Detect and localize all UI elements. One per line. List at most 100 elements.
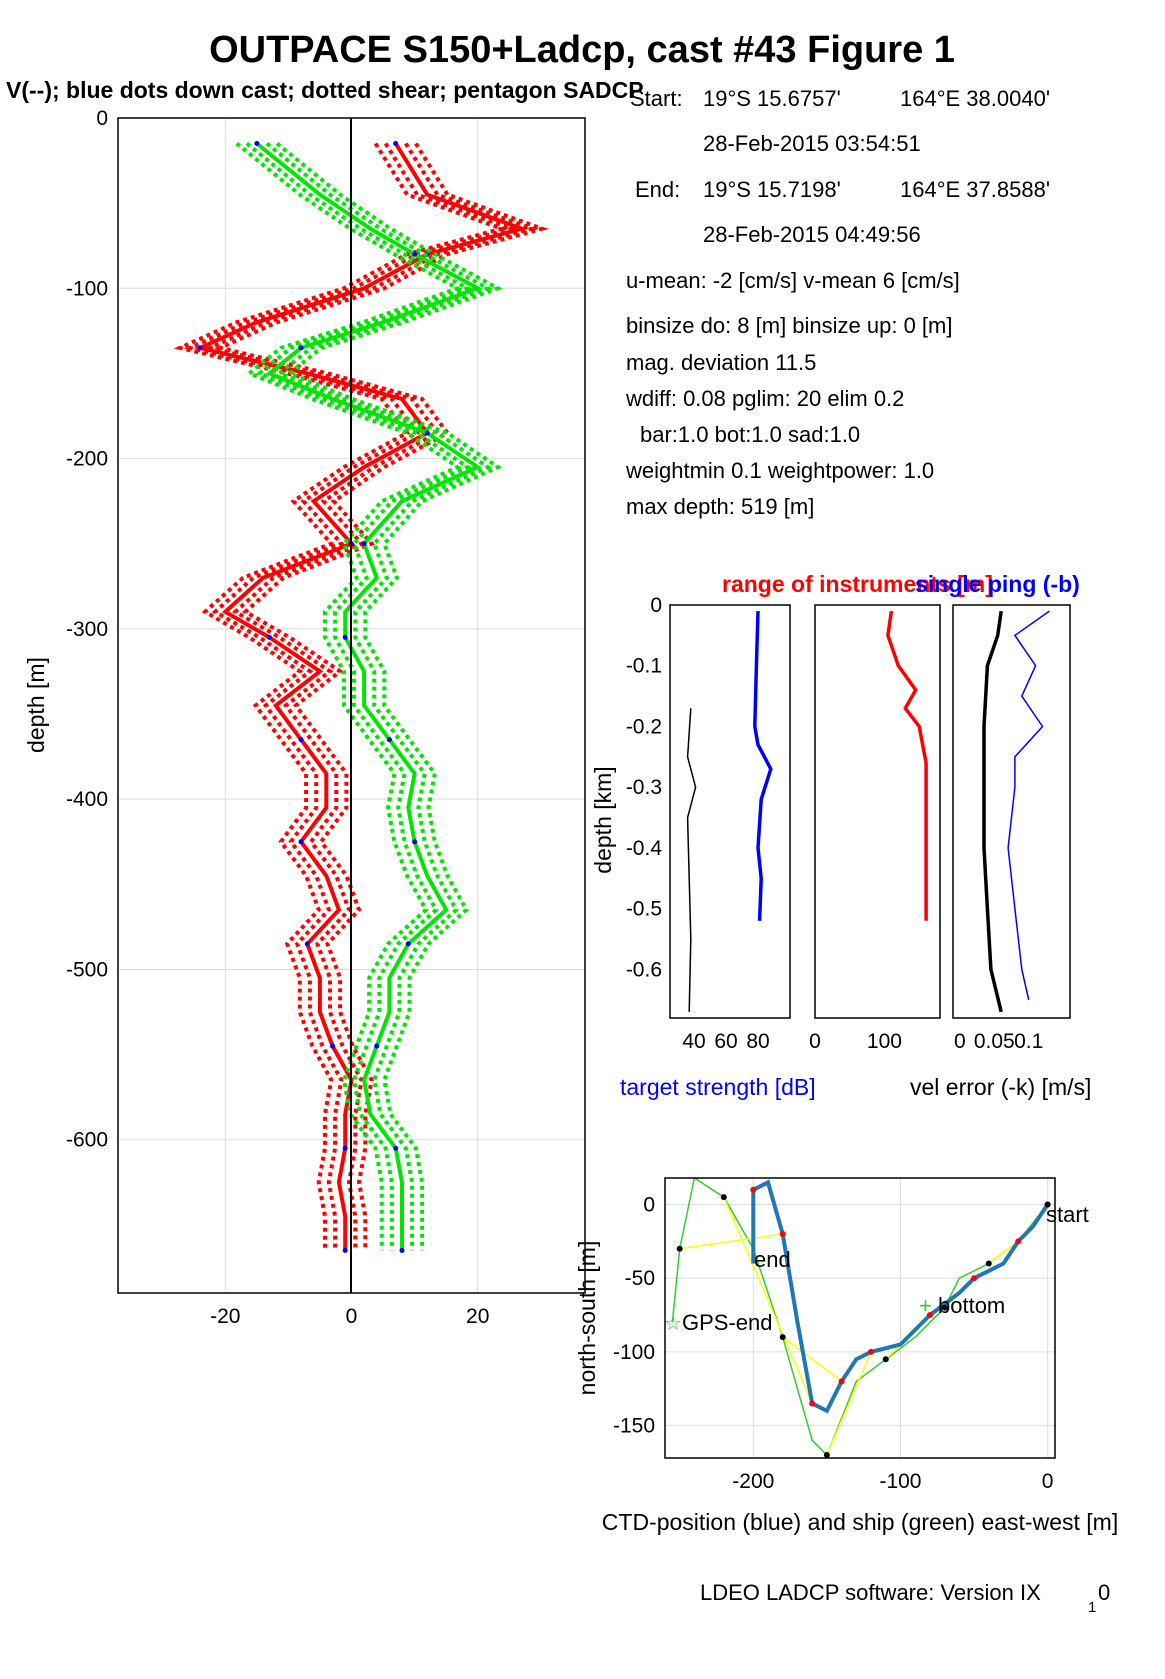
panel-xtick: 0 (809, 1030, 821, 1053)
velocity-downcast-dot (304, 941, 310, 947)
velocity-downcast-dot (412, 251, 418, 257)
panel-xtick: 80 (746, 1030, 769, 1053)
velocity-downcast-dot (342, 634, 348, 640)
velocity-downcast-dot (197, 345, 203, 351)
ship-point (720, 1194, 727, 1201)
footer: LDEO LADCP software: Version IX 1 0 (700, 1580, 1110, 1616)
velocity-ytick: -500 (66, 958, 108, 981)
label-end: end (754, 1247, 791, 1272)
weight: weightmin 0.1 weightpower: 1.0 (625, 458, 934, 483)
footer-tail: 0 (1098, 1580, 1110, 1605)
depth-km-tick: -0.3 (626, 776, 662, 799)
panel-xtick: 100 (867, 1030, 902, 1053)
range-title: range of instruments [m] (722, 571, 993, 597)
position-series (671, 1176, 1051, 1459)
ctd-point (971, 1275, 978, 1282)
velocity-red-shear-line (214, 142, 549, 1251)
ship-point (1044, 1201, 1051, 1208)
velocity-green-line (255, 141, 483, 1251)
velocity-green-shear-line (275, 141, 503, 1251)
velocity-red-line (193, 142, 529, 1251)
velocity-downcast-dot (298, 737, 304, 743)
ctd-ship-link (782, 1336, 843, 1382)
end-lat: 19°S 15.7198' (703, 177, 841, 202)
velocity-downcast-dot (361, 541, 367, 547)
means: u-mean: -2 [cm/s] v-mean 6 [cm/s] (626, 268, 960, 293)
ctd-point (868, 1348, 875, 1355)
label-bottom: bottom (938, 1293, 1005, 1318)
vel-error-panel: 0 0.05 0.1 (952, 604, 1071, 1053)
position-xtick: -100 (879, 1470, 921, 1493)
depth-km-tick: -0.2 (626, 715, 662, 738)
ship-point (676, 1245, 683, 1252)
mag-deviation: mag. deviation 11.5 (626, 350, 816, 375)
label-gps-end: GPS-end (682, 1310, 773, 1335)
depth-km-ticks: 0 -0.1 -0.2 -0.3 -0.4 -0.5 -0.6 (626, 594, 663, 981)
panel-blue-line (1007, 610, 1050, 1000)
panel-box (669, 604, 791, 1019)
ship-point (823, 1452, 830, 1459)
velocity-ytick: -100 (66, 277, 108, 300)
ctd-point (838, 1378, 845, 1385)
velocity-red-shear-line (183, 142, 519, 1251)
start-lon: 164°E 38.0040' (900, 86, 1050, 111)
velocity-ytick: -400 (66, 788, 108, 811)
ship-track (671, 1176, 1049, 1457)
gps-end-marker: ☆ (664, 1313, 682, 1335)
velocity-downcast-dot (298, 345, 304, 351)
velocity-red-shear-line (173, 142, 509, 1251)
position-xlabel: CTD-position (blue) and ship (green) eas… (602, 1509, 1118, 1535)
velocity-ytick: 0 (96, 107, 108, 130)
depth-km-tick: -0.6 (626, 958, 662, 981)
ctd-point (809, 1400, 816, 1407)
velocity-ticks: -20 0 200-100-200-300-400-500-600 (66, 107, 489, 1328)
ship-point (985, 1260, 992, 1267)
target-strength-panel: 40 60 80 (669, 604, 791, 1053)
ctd-ship-link (723, 1196, 813, 1404)
position-axes-box (664, 1177, 1056, 1459)
velocity-panel: -20 0 200-100-200-300-400-500-600 depth [m… (23, 107, 586, 1328)
panel-xtick: 40 (682, 1030, 705, 1053)
ship-point (779, 1334, 786, 1341)
position-ylabel: north-south [m] (574, 1241, 600, 1396)
velocity-downcast-dot (386, 737, 392, 743)
end-time: 28-Feb-2015 04:49:56 (703, 222, 921, 247)
velocity-downcast-dot (399, 1247, 405, 1253)
velocity-green-shear-line (245, 141, 473, 1251)
position-grid (665, 1178, 1055, 1458)
panel-xtick: 0 (954, 1030, 966, 1053)
velocity-ytick: -300 (66, 618, 108, 641)
target-strength-label: target strength [dB] (620, 1074, 816, 1100)
footer-sub: 1 (1088, 1599, 1096, 1616)
vel-error-label: vel error (-k) [m/s] (910, 1074, 1091, 1100)
panel-xtick: 0.05 (974, 1030, 1015, 1053)
ctd-point (750, 1186, 757, 1193)
ctd-track (751, 1179, 1050, 1414)
depth-km-tick: -0.4 (626, 837, 663, 860)
panel-black-line (982, 610, 1003, 1013)
velocity-downcast-dot (298, 839, 304, 845)
ctd-ship-link (826, 1351, 872, 1456)
velocity-downcast-dot (412, 839, 418, 845)
velocity-red-shear-line (203, 142, 539, 1251)
velocity-downcast-dot (330, 1043, 336, 1049)
velocity-downcast-dot (266, 634, 272, 640)
start-label: Start: (630, 86, 683, 111)
instrument-panels: range of instruments [m] single ping (-b… (590, 571, 1091, 1100)
ctd-point (1015, 1238, 1022, 1245)
position-ytick: -150 (613, 1415, 655, 1438)
label-start: start (1046, 1202, 1089, 1227)
ship-point (941, 1304, 948, 1311)
velocity-downcast-dot (342, 1145, 348, 1151)
ship-point (882, 1356, 889, 1363)
max-depth: max depth: 519 [m] (626, 494, 814, 519)
position-ytick: 0 (643, 1194, 655, 1217)
position-xtick: 0 (1042, 1470, 1054, 1493)
single-ping-title: single ping (-b) (915, 571, 1080, 597)
ctd-ship-link (988, 1240, 1019, 1265)
velocity-downcast-dot (254, 141, 260, 147)
velocity-downcast-dot (393, 1145, 399, 1151)
panel-red-line (886, 610, 928, 921)
velocity-downcast-dot (424, 430, 430, 436)
